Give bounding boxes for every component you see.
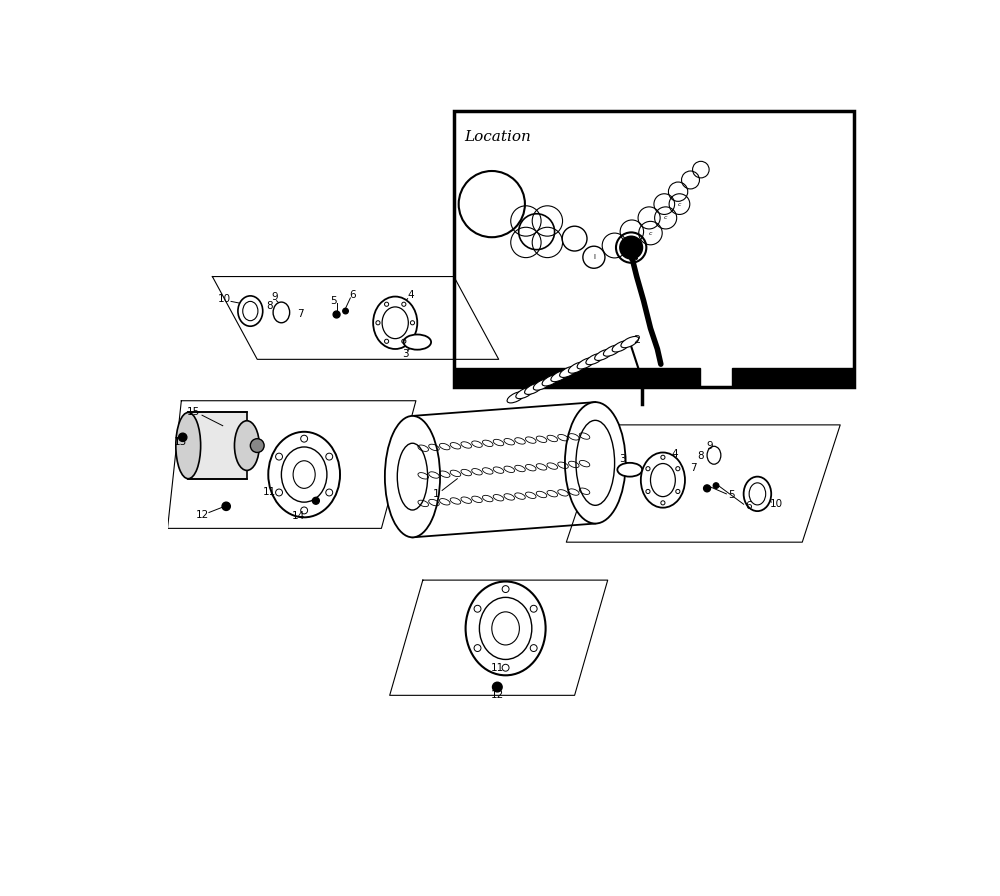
Text: 5: 5 <box>330 296 336 306</box>
Text: c: c <box>649 230 652 236</box>
Text: 14: 14 <box>292 511 305 521</box>
Text: 11: 11 <box>491 663 504 673</box>
Circle shape <box>312 497 319 504</box>
Ellipse shape <box>281 447 327 502</box>
Bar <box>188 412 247 478</box>
Ellipse shape <box>621 337 639 348</box>
Ellipse shape <box>595 349 612 360</box>
Ellipse shape <box>268 432 340 517</box>
Ellipse shape <box>479 598 532 659</box>
Ellipse shape <box>492 612 519 645</box>
Ellipse shape <box>612 340 630 352</box>
Ellipse shape <box>603 345 621 357</box>
Circle shape <box>492 682 502 692</box>
Ellipse shape <box>551 370 569 382</box>
Circle shape <box>250 439 264 452</box>
Ellipse shape <box>560 366 577 377</box>
Ellipse shape <box>238 296 263 326</box>
Ellipse shape <box>565 402 626 523</box>
Text: I: I <box>593 254 595 260</box>
Ellipse shape <box>641 452 685 508</box>
Text: c: c <box>678 202 681 207</box>
Text: 11: 11 <box>263 487 276 496</box>
Circle shape <box>704 485 711 492</box>
Ellipse shape <box>293 461 315 488</box>
Ellipse shape <box>273 302 290 323</box>
Ellipse shape <box>533 379 551 390</box>
Ellipse shape <box>403 334 431 349</box>
Text: 6: 6 <box>745 501 752 512</box>
Text: 4: 4 <box>671 449 678 459</box>
Text: 5: 5 <box>728 490 735 500</box>
Ellipse shape <box>576 420 615 505</box>
Circle shape <box>222 502 230 511</box>
Ellipse shape <box>749 483 766 505</box>
Text: c: c <box>664 215 667 220</box>
Text: 10: 10 <box>218 294 231 304</box>
Circle shape <box>343 308 348 314</box>
Ellipse shape <box>617 463 642 477</box>
Ellipse shape <box>507 392 525 403</box>
Text: 10: 10 <box>770 499 783 509</box>
Bar <box>454 367 700 387</box>
Ellipse shape <box>568 362 586 374</box>
Text: 1: 1 <box>433 489 440 499</box>
Ellipse shape <box>385 416 440 538</box>
Circle shape <box>620 237 642 259</box>
Ellipse shape <box>397 444 428 510</box>
Text: 2: 2 <box>633 335 640 345</box>
Text: 3: 3 <box>620 454 626 464</box>
Ellipse shape <box>234 421 259 470</box>
Text: 9: 9 <box>271 292 278 302</box>
Text: 12: 12 <box>491 690 504 701</box>
Ellipse shape <box>577 358 595 369</box>
Text: Location: Location <box>464 130 531 143</box>
Ellipse shape <box>373 297 417 349</box>
Ellipse shape <box>382 307 408 339</box>
Circle shape <box>713 483 719 488</box>
Ellipse shape <box>744 477 771 511</box>
Text: 12: 12 <box>195 510 209 520</box>
Text: 8: 8 <box>698 451 704 461</box>
Ellipse shape <box>176 412 201 478</box>
Ellipse shape <box>243 301 258 321</box>
Text: 3: 3 <box>402 349 409 358</box>
Text: 7: 7 <box>297 309 303 320</box>
Text: 8: 8 <box>266 301 273 311</box>
Ellipse shape <box>586 353 604 365</box>
Text: 13: 13 <box>173 437 187 447</box>
Circle shape <box>333 311 340 318</box>
Text: 7: 7 <box>690 462 697 473</box>
Text: 9: 9 <box>707 441 713 451</box>
Bar <box>454 111 854 387</box>
Text: 6: 6 <box>349 290 356 300</box>
Ellipse shape <box>525 383 542 394</box>
Ellipse shape <box>542 375 560 386</box>
Ellipse shape <box>650 463 675 496</box>
Bar <box>732 367 854 387</box>
Ellipse shape <box>466 582 546 676</box>
Circle shape <box>179 433 187 442</box>
Ellipse shape <box>707 446 721 464</box>
Ellipse shape <box>516 387 534 399</box>
Text: 15: 15 <box>187 408 200 418</box>
Text: 4: 4 <box>407 290 414 300</box>
